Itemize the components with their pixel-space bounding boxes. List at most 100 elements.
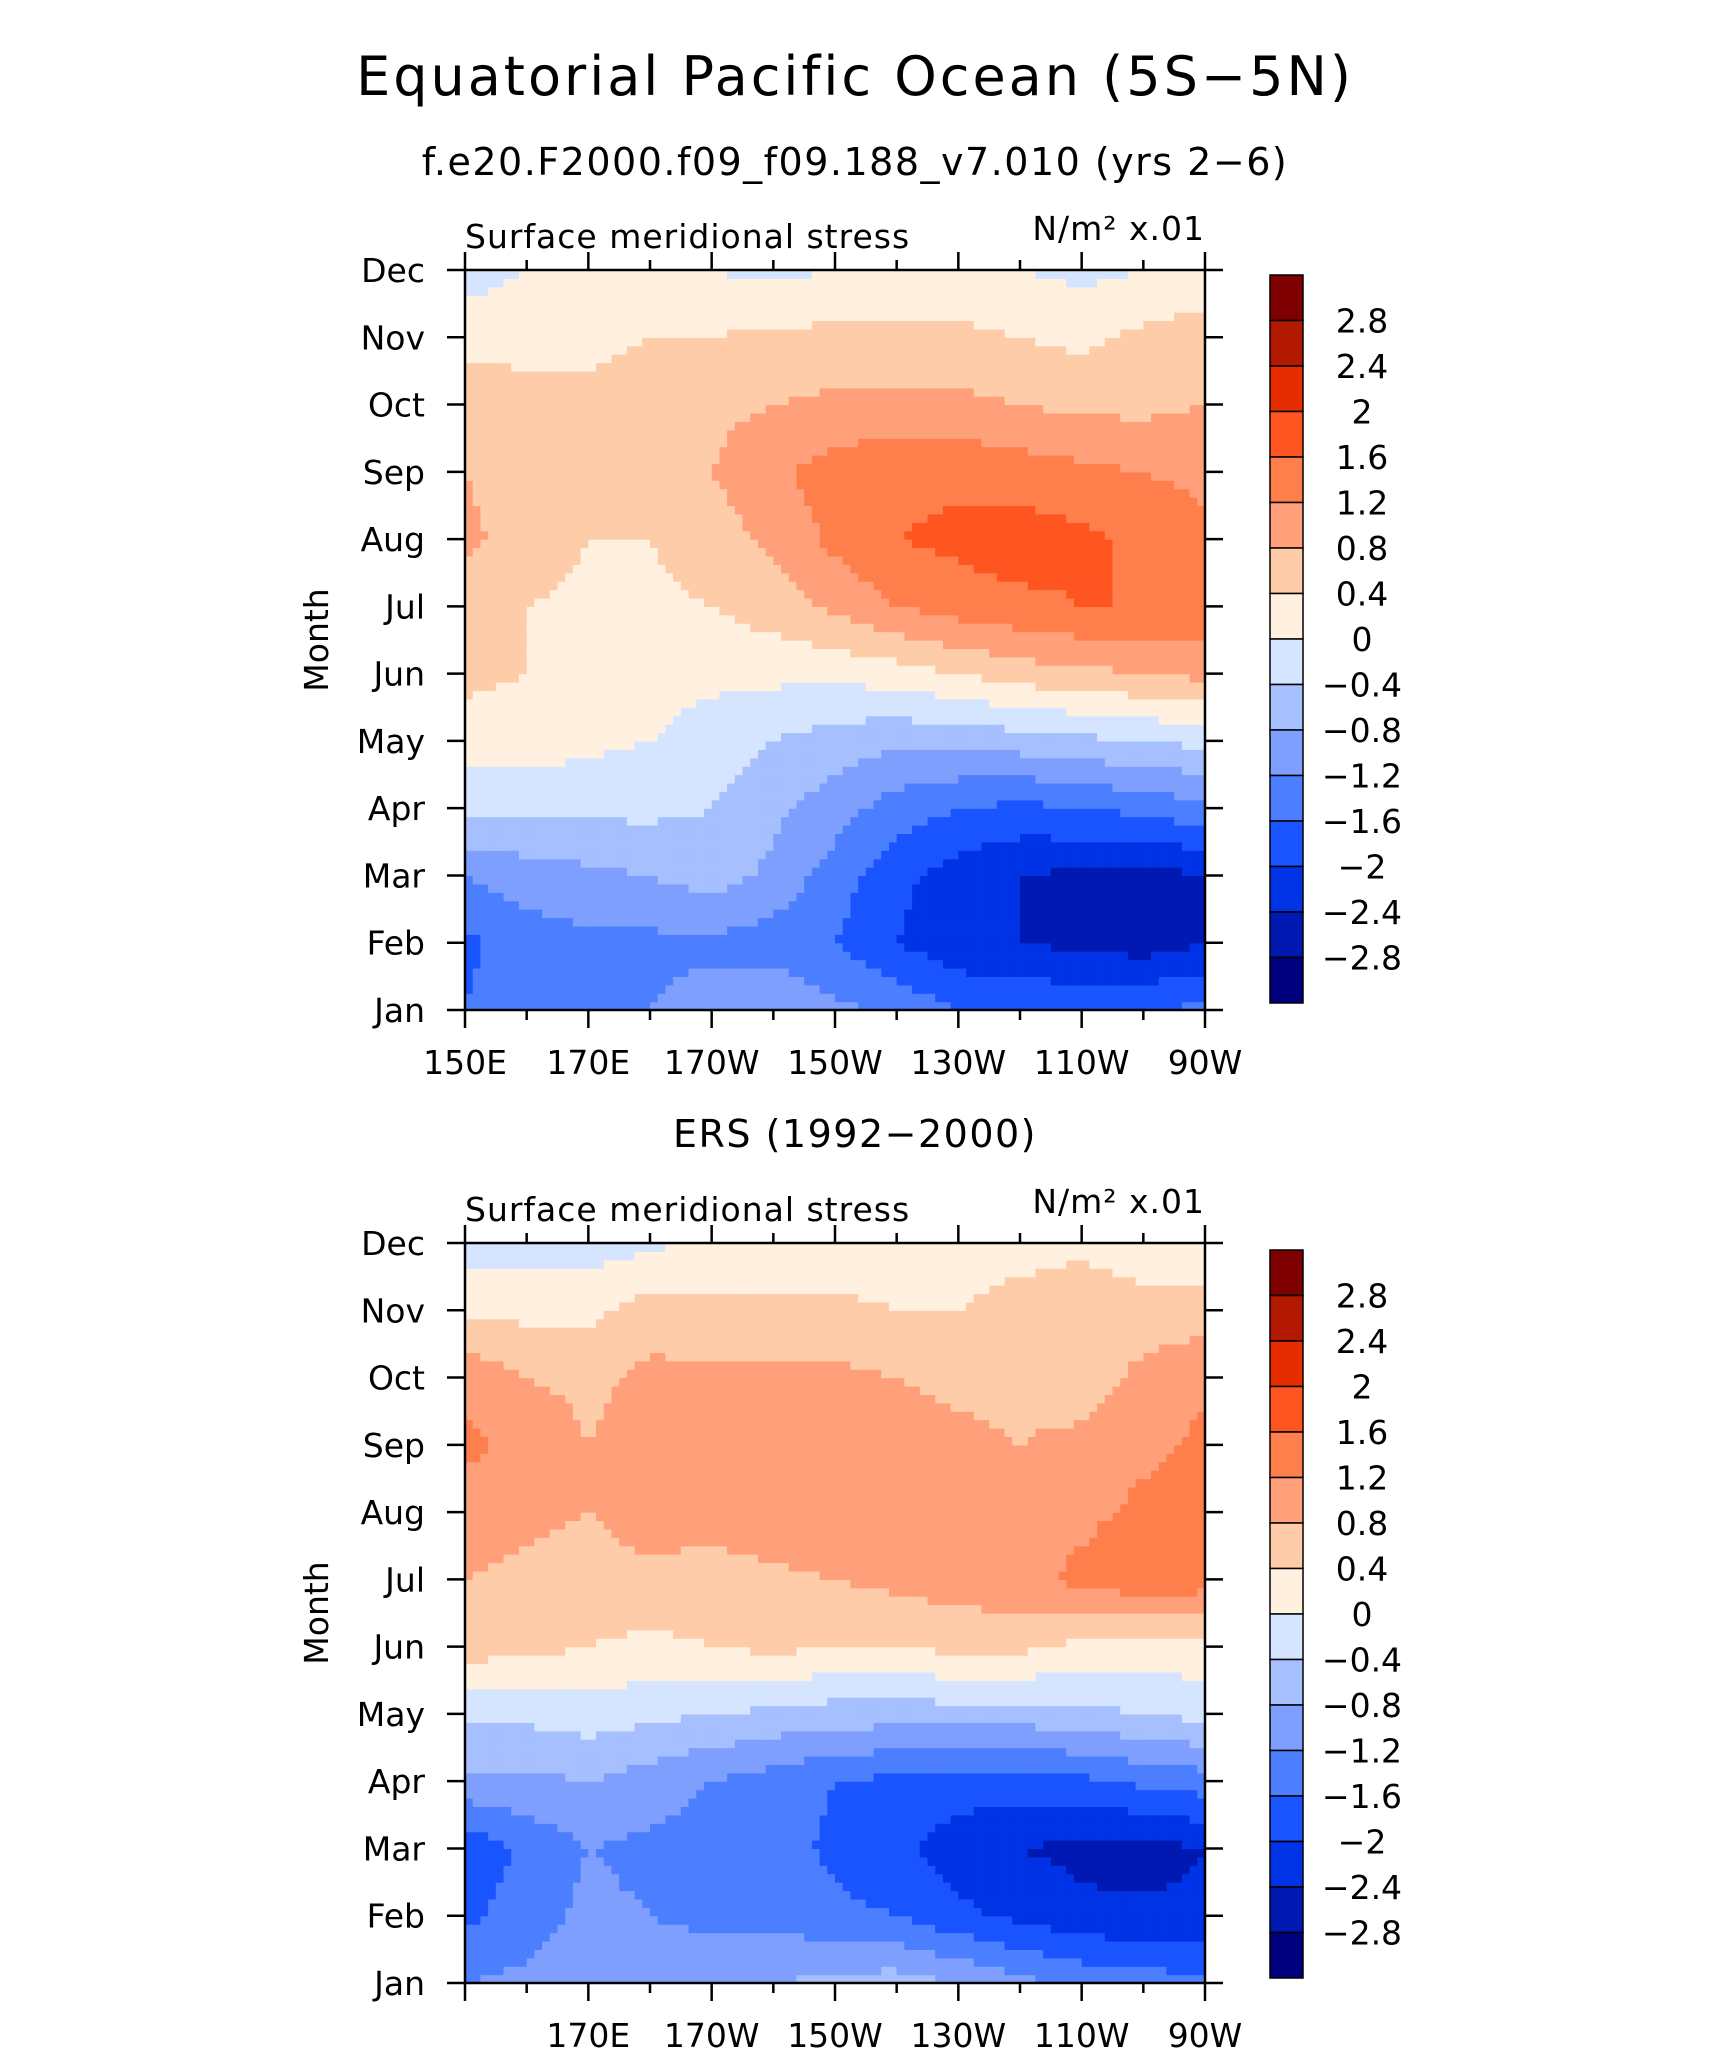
heatmap-cell xyxy=(966,909,975,919)
heatmap-cell xyxy=(1073,757,1083,767)
heatmap-cell xyxy=(927,572,936,582)
heatmap-cell xyxy=(881,665,890,675)
heatmap-cell xyxy=(811,698,821,708)
heatmap-cell xyxy=(835,724,844,734)
heatmap-cell xyxy=(765,883,774,893)
heatmap-cell xyxy=(611,976,620,986)
heatmap-cell xyxy=(950,656,959,666)
heatmap-cell xyxy=(757,631,767,641)
heatmap-cell xyxy=(719,959,728,969)
heatmap-cell xyxy=(858,816,867,826)
heatmap-cell xyxy=(1197,892,1206,902)
heatmap-cell xyxy=(495,766,505,776)
heatmap-cell xyxy=(727,606,736,616)
heatmap-cell xyxy=(680,766,690,776)
heatmap-cell xyxy=(1035,875,1044,885)
heatmap-cell xyxy=(650,816,659,826)
heatmap-cell xyxy=(526,597,535,607)
heatmap-cell xyxy=(588,623,597,633)
heatmap-cell xyxy=(765,825,774,835)
heatmap-cell xyxy=(873,942,882,952)
heatmap-cell xyxy=(1058,892,1067,902)
heatmap-cell xyxy=(742,799,751,809)
heatmap-cell xyxy=(688,740,697,750)
heatmap-cell xyxy=(526,799,535,809)
heatmap-cell xyxy=(588,951,597,961)
heatmap-cell xyxy=(1073,984,1083,994)
heatmap-cell xyxy=(488,623,497,633)
heatmap-cell xyxy=(850,581,859,591)
heatmap-cell xyxy=(488,724,497,734)
heatmap-cell xyxy=(488,656,497,666)
heatmap-cell xyxy=(1197,623,1206,633)
heatmap-cell xyxy=(827,833,836,843)
heatmap-cell xyxy=(549,791,559,801)
heatmap-cell xyxy=(465,572,474,582)
heatmap-cell xyxy=(565,934,574,944)
heatmap-cell xyxy=(1143,909,1152,919)
heatmap-cell xyxy=(1020,732,1029,742)
heatmap-cell xyxy=(719,766,728,776)
heatmap-cell xyxy=(603,825,613,835)
heatmap-cell xyxy=(881,724,890,734)
heatmap-cell xyxy=(688,665,697,675)
heatmap-cell xyxy=(765,740,774,750)
heatmap-cell xyxy=(865,597,875,607)
heatmap-cell xyxy=(888,833,898,843)
heatmap-cell xyxy=(1066,782,1075,792)
heatmap-cell xyxy=(996,867,1006,877)
heatmap-cell xyxy=(588,791,597,801)
heatmap-cell xyxy=(811,766,821,776)
heatmap-cell xyxy=(1020,808,1029,818)
heatmap-cell xyxy=(680,698,690,708)
heatmap-cell xyxy=(549,740,559,750)
heatmap-cell xyxy=(973,833,983,843)
heatmap-cell xyxy=(1027,766,1037,776)
heatmap-cell xyxy=(935,631,944,641)
heatmap-cell xyxy=(1174,614,1183,624)
heatmap-cell xyxy=(673,791,682,801)
heatmap-cell xyxy=(796,581,805,591)
heatmap-cell xyxy=(680,572,690,582)
heatmap-cell xyxy=(719,850,728,860)
heatmap-cell xyxy=(927,833,936,843)
heatmap-cell xyxy=(1181,925,1191,935)
heatmap-cell xyxy=(588,572,597,582)
heatmap-cell xyxy=(565,791,574,801)
heatmap-cell xyxy=(688,631,697,641)
heatmap-cell xyxy=(1127,942,1137,952)
heatmap-cell xyxy=(1073,623,1083,633)
heatmap-cell xyxy=(727,959,736,969)
heatmap-cell xyxy=(796,774,805,784)
heatmap-cell xyxy=(788,892,798,902)
heatmap-cell xyxy=(1058,858,1067,868)
heatmap-cell xyxy=(1127,976,1137,986)
heatmap-cell xyxy=(904,572,913,582)
heatmap-cell xyxy=(888,942,898,952)
heatmap-cell xyxy=(650,858,659,868)
heatmap-cell xyxy=(696,925,705,935)
heatmap-cell xyxy=(1043,648,1052,658)
heatmap-cell xyxy=(1027,614,1037,624)
heatmap-cell xyxy=(1151,581,1160,591)
heatmap-cell xyxy=(518,606,528,616)
heatmap-cell xyxy=(796,690,805,700)
heatmap-cell xyxy=(680,858,690,868)
heatmap-cell xyxy=(472,833,482,843)
heatmap-cell xyxy=(989,858,998,868)
heatmap-cell xyxy=(703,665,713,675)
heatmap-cell xyxy=(1027,724,1037,734)
heatmap-cell xyxy=(1089,791,1098,801)
heatmap-cell xyxy=(950,589,959,599)
heatmap-cell xyxy=(1043,656,1052,666)
heatmap-cell xyxy=(1151,682,1160,692)
heatmap-cell xyxy=(765,925,774,935)
heatmap-cell xyxy=(650,841,659,851)
heatmap-cell xyxy=(680,833,690,843)
heatmap-cell xyxy=(1081,715,1090,725)
heatmap-cell xyxy=(465,757,474,767)
heatmap-cell xyxy=(1050,791,1060,801)
heatmap-cell xyxy=(996,984,1006,994)
heatmap-cell xyxy=(1089,850,1098,860)
heatmap-cell xyxy=(935,808,944,818)
